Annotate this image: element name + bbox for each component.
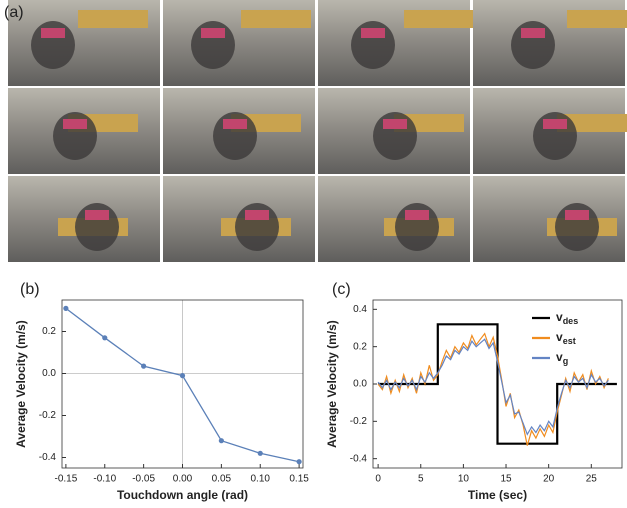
photo-robot-top bbox=[201, 28, 225, 38]
panel-label: (c) bbox=[332, 281, 351, 298]
x-tick-label: 10 bbox=[458, 474, 470, 485]
photo-robot-top bbox=[405, 210, 429, 220]
x-tick-label: -0.05 bbox=[132, 474, 155, 485]
x-tick-label: 0.15 bbox=[289, 474, 309, 485]
photo-robot-top bbox=[565, 210, 589, 220]
photo-robot-top bbox=[63, 119, 87, 129]
panel-label: (b) bbox=[20, 281, 40, 298]
y-axis-label: Average Velocity (m/s) bbox=[325, 320, 339, 448]
x-tick-label: -0.15 bbox=[54, 474, 77, 485]
photo-robot-top bbox=[223, 119, 247, 129]
x-tick-label: 0.00 bbox=[173, 474, 193, 485]
legend-label: vg bbox=[556, 350, 568, 366]
x-axis-label: Time (sec) bbox=[468, 488, 527, 502]
data-point bbox=[63, 305, 69, 311]
x-tick-label: 0.05 bbox=[212, 474, 232, 485]
y-tick-label: -0.2 bbox=[39, 410, 57, 421]
x-tick-label: 5 bbox=[418, 474, 424, 485]
photo-robot-top bbox=[245, 210, 269, 220]
data-point bbox=[296, 459, 302, 465]
photo-robot-top bbox=[521, 28, 545, 38]
y-tick-label: -0.4 bbox=[350, 453, 368, 464]
photo-robot-top bbox=[383, 119, 407, 129]
photo-bench bbox=[404, 10, 474, 28]
data-point bbox=[218, 438, 224, 444]
data-point bbox=[257, 450, 263, 456]
x-tick-label: 25 bbox=[586, 474, 598, 485]
y-tick-label: 0.0 bbox=[353, 379, 367, 390]
x-axis-label: Touchdown angle (rad) bbox=[117, 488, 248, 502]
legend-label: vest bbox=[556, 330, 576, 346]
series-line bbox=[377, 338, 609, 436]
x-tick-label: 15 bbox=[500, 474, 512, 485]
x-tick-label: -0.10 bbox=[93, 474, 116, 485]
x-tick-label: 0.10 bbox=[251, 474, 271, 485]
series-line bbox=[377, 332, 609, 446]
photo-bench bbox=[241, 10, 311, 28]
photo-robot-top bbox=[543, 119, 567, 129]
x-tick-label: 0 bbox=[375, 474, 381, 485]
panel-label: (a) bbox=[4, 4, 24, 21]
y-tick-label: 0.0 bbox=[42, 368, 56, 379]
photo-robot-top bbox=[361, 28, 385, 38]
data-point bbox=[141, 363, 147, 369]
data-point bbox=[102, 335, 108, 341]
x-tick-label: 20 bbox=[543, 474, 555, 485]
data-point bbox=[179, 373, 186, 379]
photo-robot-top bbox=[41, 28, 65, 38]
y-axis-label: Average Velocity (m/s) bbox=[14, 320, 28, 448]
photo-bench bbox=[78, 10, 148, 28]
y-tick-label: -0.4 bbox=[39, 452, 57, 463]
legend-label: vdes bbox=[556, 310, 578, 326]
y-tick-label: 0.2 bbox=[353, 341, 367, 352]
y-tick-label: 0.2 bbox=[42, 326, 56, 337]
photo-bench bbox=[567, 10, 627, 28]
y-tick-label: 0.4 bbox=[353, 304, 367, 315]
photo-robot-top bbox=[85, 210, 109, 220]
y-tick-label: -0.2 bbox=[350, 416, 368, 427]
photo-grid bbox=[8, 0, 627, 262]
